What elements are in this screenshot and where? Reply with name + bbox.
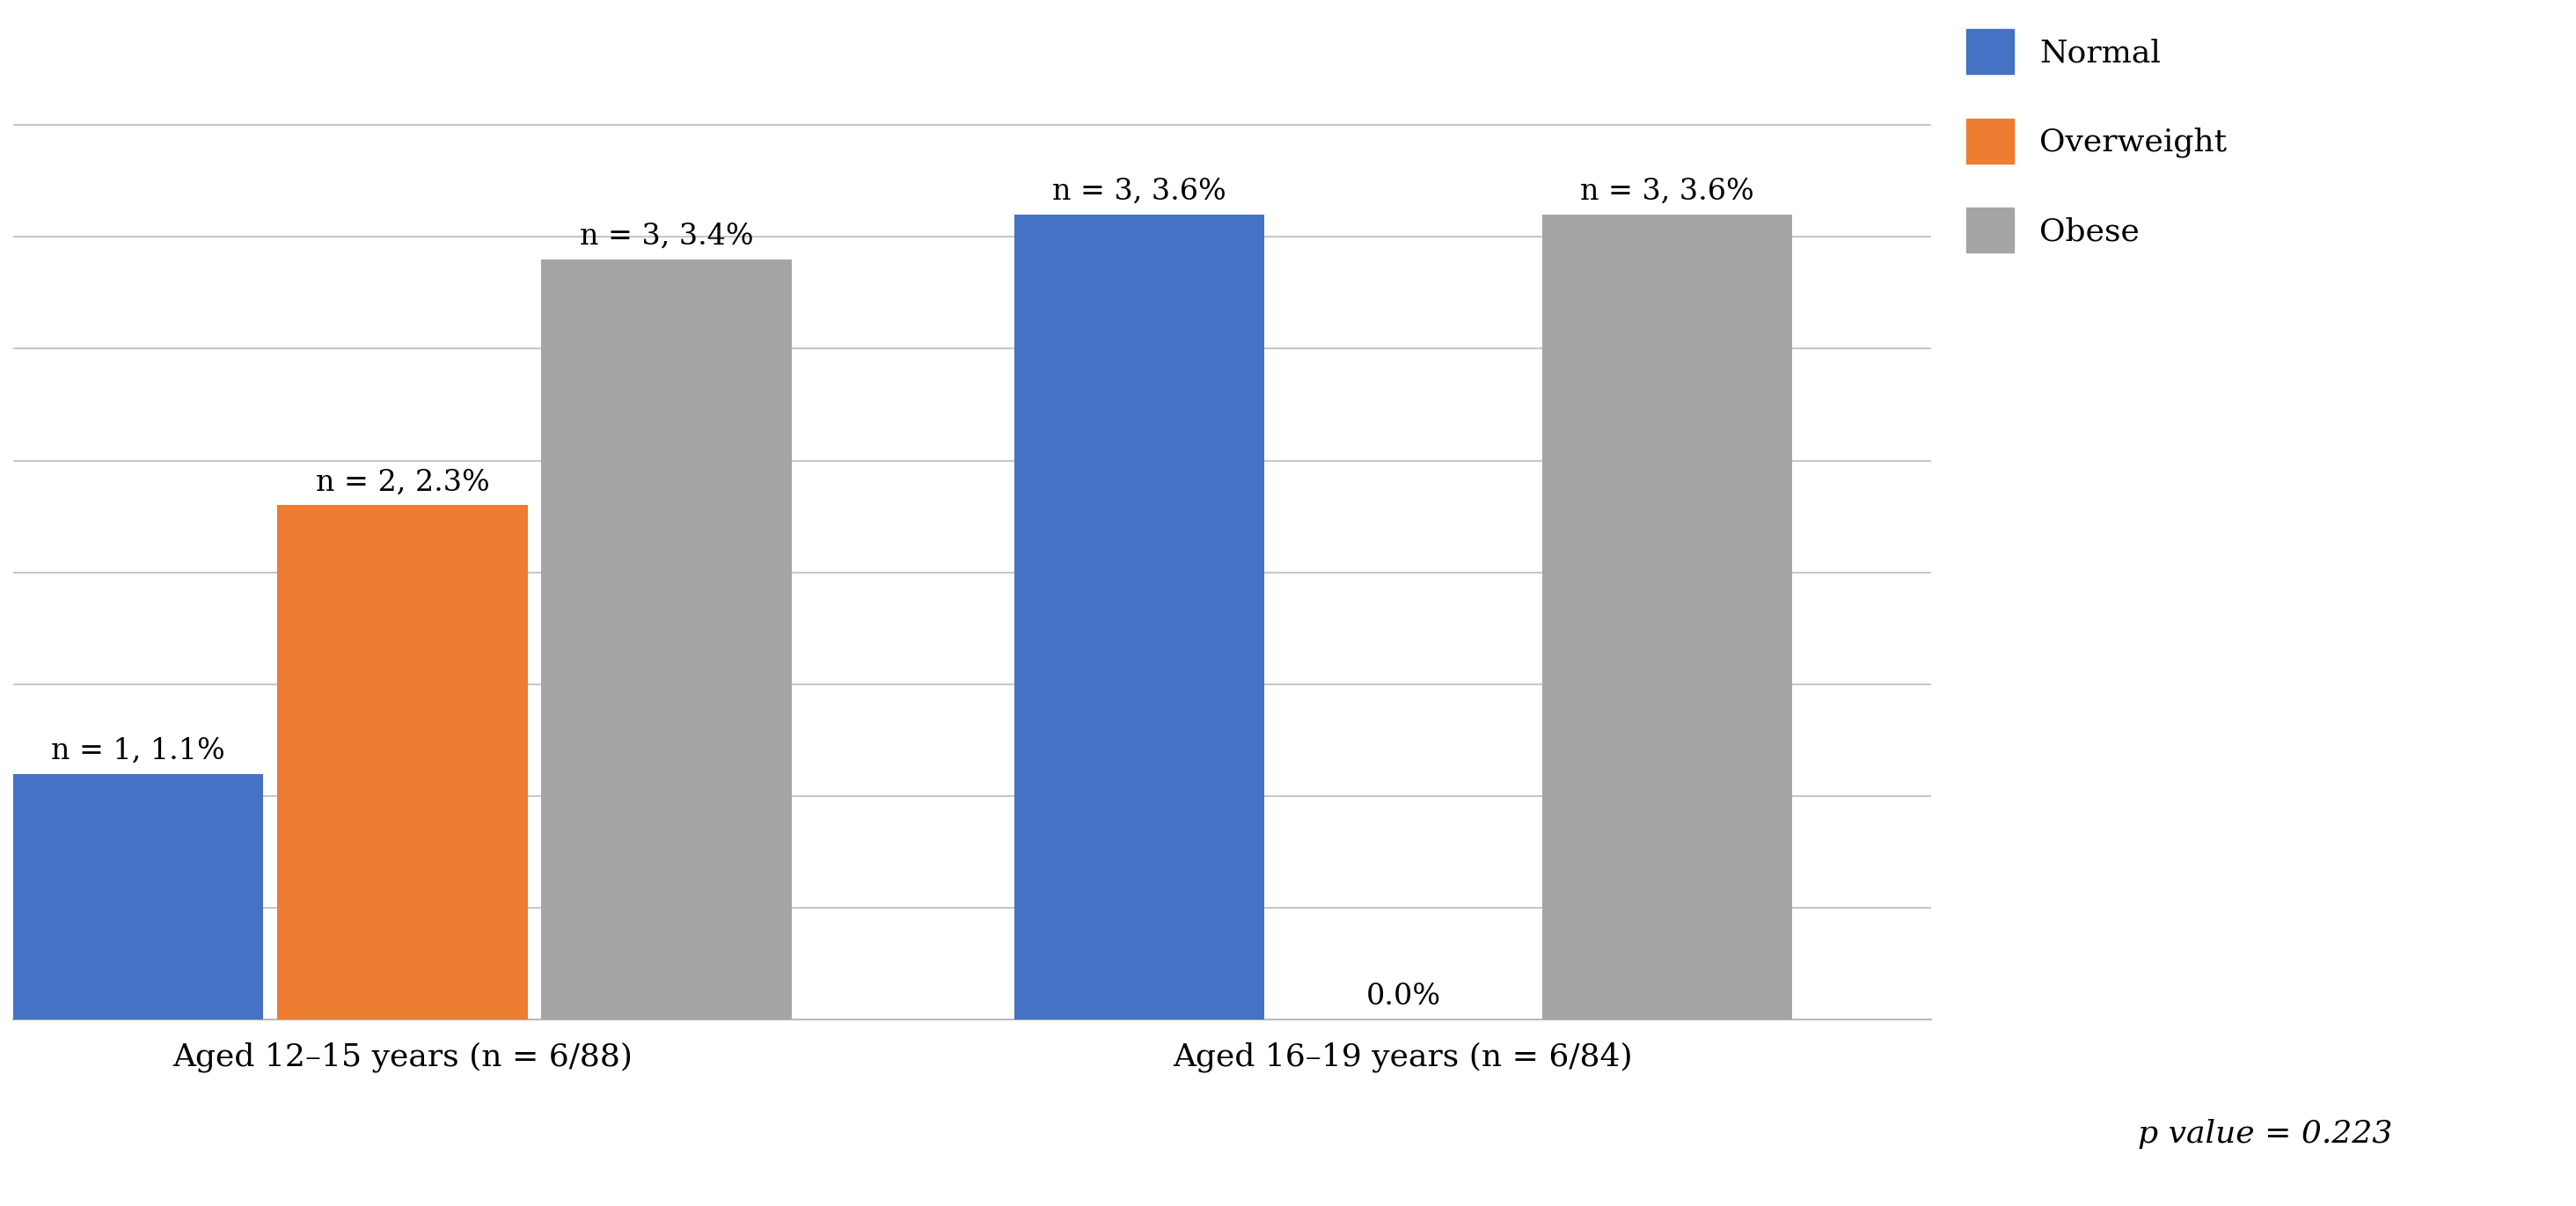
Text: p value = 0.223: p value = 0.223	[2138, 1119, 2393, 1148]
Text: n = 1, 1.1%: n = 1, 1.1%	[52, 737, 224, 765]
Text: n = 2, 2.3%: n = 2, 2.3%	[314, 468, 489, 497]
Bar	[1543, 215, 1793, 1020]
Bar	[1015, 215, 1265, 1020]
Bar	[278, 505, 528, 1020]
Bar	[13, 774, 263, 1020]
Text: 0.0%: 0.0%	[1365, 983, 1440, 1011]
Text: n = 3, 3.4%: n = 3, 3.4%	[580, 222, 752, 251]
Bar	[541, 259, 791, 1020]
Text: n = 3, 3.6%: n = 3, 3.6%	[1051, 177, 1226, 205]
Text: n = 3, 3.6%: n = 3, 3.6%	[1582, 177, 1754, 205]
Legend: Normal, Overweight, Obese: Normal, Overweight, Obese	[1965, 29, 2228, 253]
